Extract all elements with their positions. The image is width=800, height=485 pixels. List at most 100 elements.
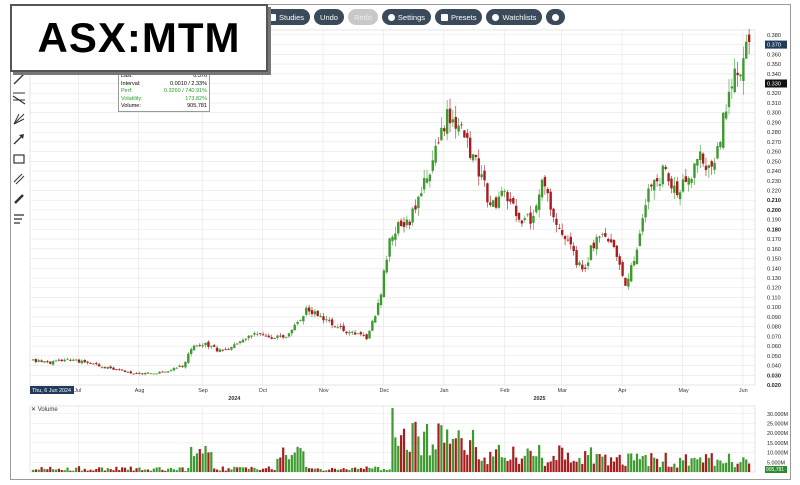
perf-label: Perf: xyxy=(121,88,133,95)
volume-bar xyxy=(658,467,662,472)
volume-bar xyxy=(354,467,357,472)
volume-bar xyxy=(492,456,495,472)
volume-bar xyxy=(75,467,78,472)
volume-bar xyxy=(365,466,368,472)
price-tick-label: 0.320 xyxy=(767,91,781,97)
candle-body xyxy=(336,327,340,328)
settings-button[interactable]: Settings xyxy=(381,9,432,25)
presets-button[interactable]: Presets xyxy=(435,9,483,25)
volume-bar xyxy=(132,470,135,472)
volume-bar xyxy=(451,438,454,472)
volume-bar xyxy=(331,467,334,472)
candle-body xyxy=(178,365,181,368)
volume-bar xyxy=(618,454,621,472)
volume-bar xyxy=(538,445,541,472)
line-tool-icon[interactable] xyxy=(12,72,26,86)
volume-bar xyxy=(704,454,708,472)
arrow-tool-icon[interactable] xyxy=(12,132,26,146)
candle-body xyxy=(181,366,184,367)
candle-body xyxy=(630,265,633,282)
candle-body xyxy=(57,359,61,361)
candle-body xyxy=(543,176,547,187)
volume-bar xyxy=(650,453,653,472)
candle-body xyxy=(235,343,239,345)
candle-body xyxy=(374,316,377,323)
candle-body xyxy=(368,330,371,339)
volume-bar xyxy=(555,460,558,472)
candle-body xyxy=(491,200,495,207)
candle-body xyxy=(135,373,138,374)
volume-bar xyxy=(681,460,685,472)
volume-bar xyxy=(653,457,656,472)
text-tool-icon[interactable] xyxy=(12,212,26,226)
candle-body xyxy=(169,369,173,371)
volume-bar xyxy=(702,462,705,472)
volume-bar xyxy=(86,470,89,472)
candle-body xyxy=(244,338,248,340)
candle-body xyxy=(736,72,739,76)
volume-bar xyxy=(164,470,167,472)
candle-body xyxy=(305,307,308,315)
candle-body xyxy=(276,335,279,338)
volume-bar xyxy=(443,442,446,472)
fan-tool-icon[interactable] xyxy=(12,112,26,126)
volume-bar xyxy=(319,468,322,472)
candle-body xyxy=(408,221,411,226)
watchlists-button[interactable]: Watchlists xyxy=(486,9,543,25)
candle-body xyxy=(572,245,575,252)
volume-bar xyxy=(563,459,567,472)
volume-bar xyxy=(627,453,630,472)
parallel-lines-icon[interactable] xyxy=(12,172,26,186)
candle-body xyxy=(434,145,437,163)
x-tick-label: 2025 xyxy=(534,396,546,402)
volume-bar xyxy=(647,466,650,472)
candle-body xyxy=(696,158,699,166)
price-tick-label: 0.080 xyxy=(767,325,781,331)
volume-bar xyxy=(742,457,745,472)
rectangle-tool-icon[interactable] xyxy=(12,152,26,166)
volume-bar xyxy=(224,470,227,472)
volume-bar xyxy=(558,445,561,472)
volume-label: Volume: xyxy=(121,103,141,110)
refresh-button[interactable] xyxy=(546,9,566,25)
candle-body xyxy=(267,335,271,338)
volume-bar xyxy=(371,468,374,472)
volume-bar xyxy=(405,449,408,472)
candle-body xyxy=(34,358,38,362)
redo-button[interactable]: Redo xyxy=(347,9,378,25)
candle-body xyxy=(704,165,708,171)
volume-bar xyxy=(328,469,331,472)
volume-bar xyxy=(106,468,109,472)
candle-body xyxy=(172,367,176,371)
volume-bar xyxy=(213,468,216,472)
x-tick-label: 2024 xyxy=(228,396,240,402)
candle-body xyxy=(192,345,196,351)
brush-tool-icon[interactable] xyxy=(12,192,26,206)
candle-body xyxy=(330,319,334,326)
undo-button[interactable]: Undo xyxy=(314,9,344,25)
studies-button[interactable]: Studies xyxy=(263,9,311,25)
volume-bar xyxy=(725,462,728,472)
candle-body xyxy=(437,142,440,144)
volume-bar xyxy=(745,459,748,472)
volume-bar xyxy=(428,455,431,472)
candle-body xyxy=(74,359,78,361)
channel-tool-icon[interactable] xyxy=(12,92,26,106)
secondary-price-marker xyxy=(765,79,787,88)
volume-bar xyxy=(385,469,388,472)
volume-bar xyxy=(144,469,147,472)
candle-body xyxy=(49,361,52,364)
price-tick-label: 0.090 xyxy=(767,315,781,321)
volatility-label: Volatility: xyxy=(121,95,143,102)
candle-body xyxy=(166,371,170,373)
volume-tick-label: 20.000M xyxy=(767,431,788,437)
volume-bar xyxy=(270,469,273,472)
candle-body xyxy=(261,334,265,336)
price-tick-label: 0.360 xyxy=(767,52,781,58)
x-tick-label: Sep xyxy=(198,388,208,394)
volume-bar xyxy=(247,468,250,472)
price-tick-label: 0.210 xyxy=(767,198,781,204)
x-tick-label: Thu, 6 Jun 2024 xyxy=(32,388,71,394)
volume-bar xyxy=(190,446,193,472)
candle-body xyxy=(681,179,685,192)
